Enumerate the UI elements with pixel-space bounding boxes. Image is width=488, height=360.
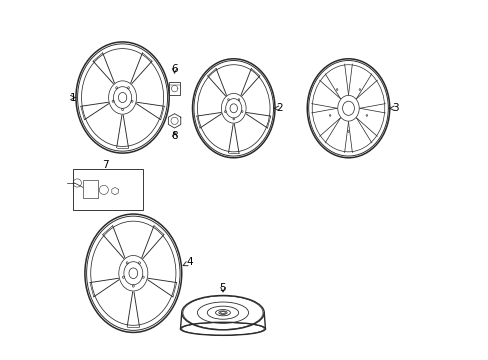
Text: 8: 8 — [171, 131, 178, 141]
Text: 6: 6 — [171, 64, 178, 74]
Bar — [169, 82, 179, 95]
Text: 2: 2 — [273, 103, 283, 113]
Text: 3: 3 — [388, 103, 398, 113]
Bar — [73, 169, 142, 211]
Text: 1: 1 — [70, 93, 76, 103]
Text: 5: 5 — [219, 283, 226, 293]
Text: 7: 7 — [102, 160, 109, 170]
Text: 4: 4 — [183, 257, 193, 267]
Bar — [82, 180, 98, 198]
